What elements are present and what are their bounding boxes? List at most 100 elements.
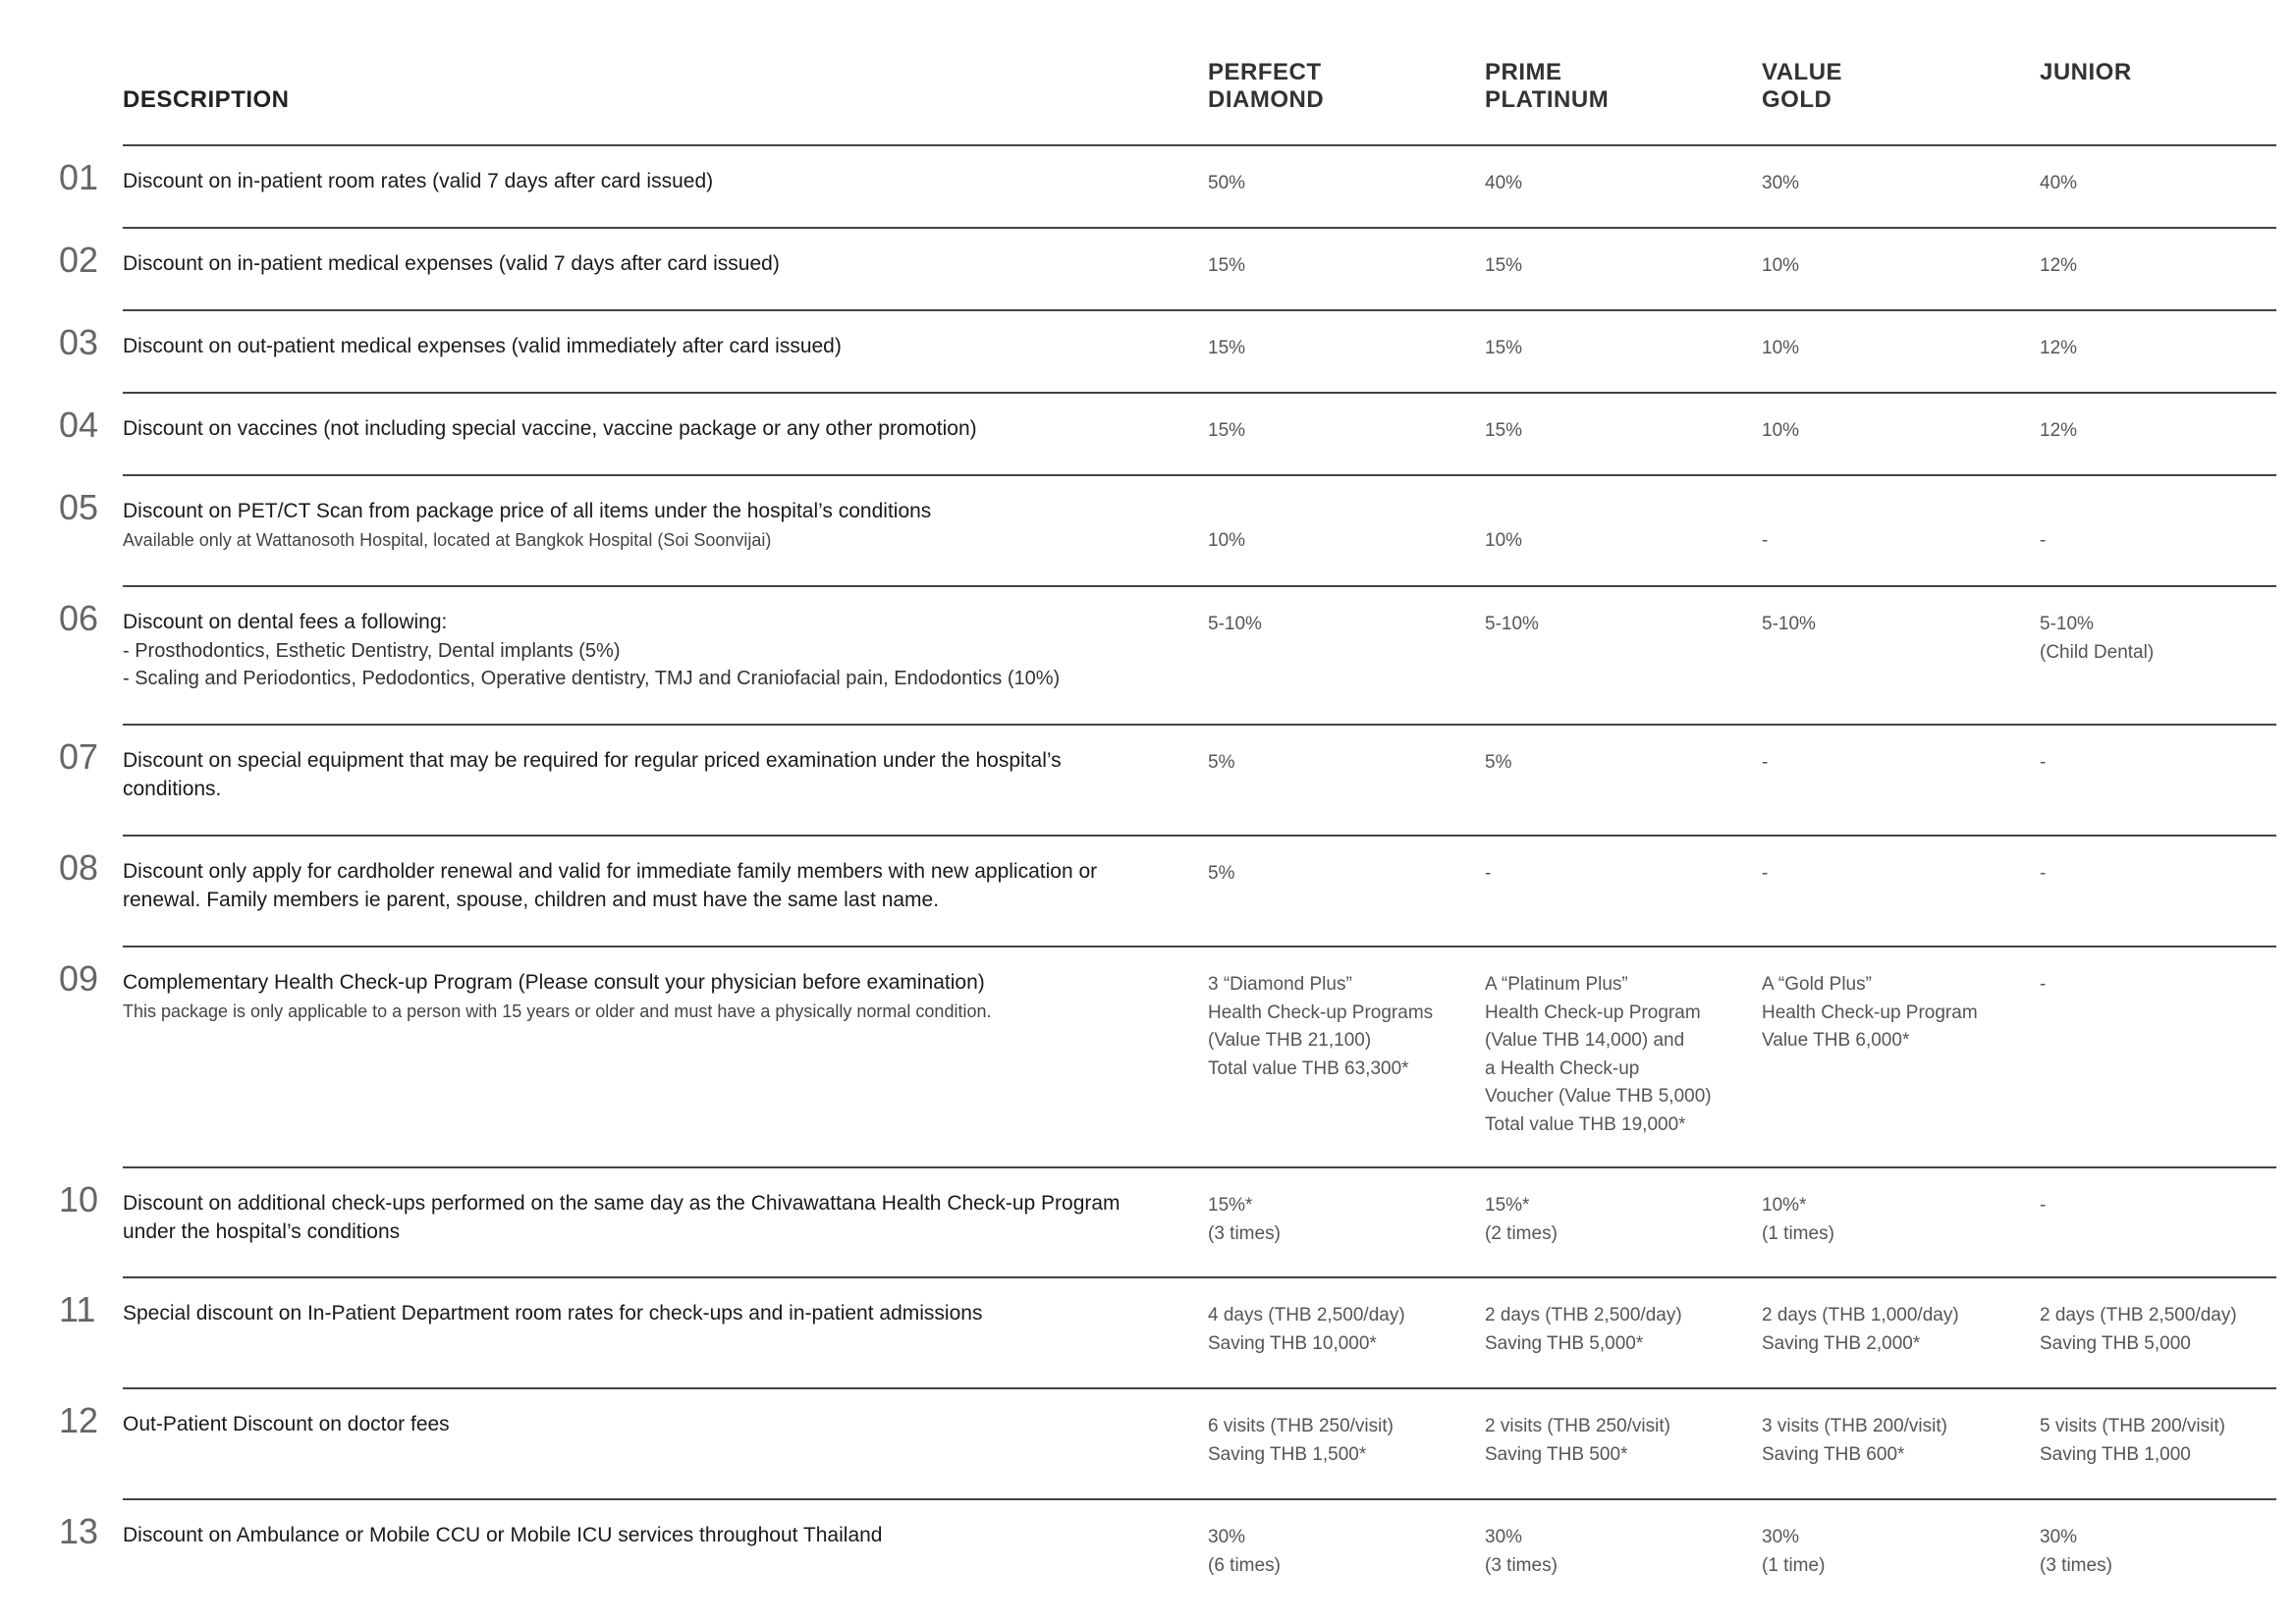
tier-value: -: [1762, 530, 1769, 551]
tier-value: 15%: [1485, 255, 1523, 276]
tier-value: 5-10% (Child Dental): [2040, 614, 2155, 663]
row-title: Discount on in-patient room rates (valid…: [123, 170, 714, 192]
row-description: Discount on Ambulance or Mobile CCU or M…: [123, 1522, 1154, 1550]
tier-value: 15%: [1208, 338, 1246, 358]
tier-value: 10%: [1208, 530, 1246, 551]
row-description: Discount on in-patient medical expenses …: [123, 250, 1154, 279]
row-description: Discount on dental fees a following: - Pr…: [123, 609, 1154, 693]
row-number: 03: [59, 322, 99, 362]
tier-value: 10%: [1485, 530, 1523, 551]
tier-value: -: [2040, 974, 2047, 995]
row-description: Special discount on In-Patient Departmen…: [123, 1300, 1154, 1328]
row-number: 10: [59, 1179, 99, 1219]
row-subtext: This package is only applicable to a per…: [123, 1001, 992, 1021]
tier-header: JUNIOR: [2040, 59, 2132, 86]
tier-value: 15%* (3 times): [1208, 1195, 1281, 1244]
row-number: 06: [59, 598, 99, 638]
tier-value: 40%: [1485, 173, 1523, 193]
row-subtext: - Prosthodontics, Esthetic Dentistry, De…: [123, 639, 1061, 690]
tier-value: 10%: [1762, 338, 1800, 358]
row-description: Discount only apply for cardholder renew…: [123, 858, 1154, 914]
tier-value: 15%: [1208, 255, 1246, 276]
tier-value: 2 visits (THB 250/visit) Saving THB 500*: [1485, 1416, 1670, 1465]
row-divider: [123, 1387, 2276, 1389]
row-title: Discount on dental fees a following:: [123, 611, 448, 633]
tier-header: PRIME PLATINUM: [1485, 59, 1609, 114]
row-title: Discount on in-patient medical expenses …: [123, 252, 780, 275]
row-description: Discount on in-patient room rates (valid…: [123, 168, 1154, 196]
tier-value: -: [2040, 1195, 2047, 1216]
row-title: Discount on PET/CT Scan from package pri…: [123, 500, 932, 522]
row-divider: [123, 946, 2276, 947]
tier-value: 10%: [1762, 420, 1800, 441]
row-description: Out-Patient Discount on doctor fees: [123, 1411, 1154, 1439]
tier-header-line: PLATINUM: [1485, 86, 1610, 113]
row-title: Discount on special equipment that may b…: [123, 749, 1062, 800]
row-divider: [123, 835, 2276, 837]
tier-value: 12%: [2040, 255, 2078, 276]
row-description: Discount on vaccines (not including spec…: [123, 415, 1154, 444]
tier-value: 5-10%: [1208, 614, 1262, 634]
row-number: 01: [59, 157, 99, 197]
tier-header-line: PERFECT: [1208, 59, 1322, 85]
tier-value: 6 visits (THB 250/visit) Saving THB 1,50…: [1208, 1416, 1394, 1465]
row-number: 08: [59, 847, 99, 888]
tier-value: -: [2040, 530, 2047, 551]
tier-value: 5%: [1208, 752, 1235, 773]
row-divider: [123, 227, 2276, 229]
row-number: 04: [59, 405, 99, 445]
tier-value: 3 visits (THB 200/visit) Saving THB 600*: [1762, 1416, 1947, 1465]
row-number: 05: [59, 487, 99, 527]
row-divider: [123, 1498, 2276, 1500]
row-divider: [123, 585, 2276, 587]
tier-value: 30% (3 times): [2040, 1527, 2112, 1576]
row-divider: [123, 1166, 2276, 1168]
tier-value: 4 days (THB 2,500/day) Saving THB 10,000…: [1208, 1305, 1405, 1354]
row-description: Complementary Health Check-up Program (P…: [123, 969, 1154, 1025]
tier-value: 5-10%: [1762, 614, 1816, 634]
tier-value: 15%: [1208, 420, 1246, 441]
tier-value: 40%: [2040, 173, 2078, 193]
tier-value: 3 “Diamond Plus” Health Check-up Program…: [1208, 974, 1434, 1079]
tier-header-line: VALUE: [1762, 59, 1843, 85]
row-title: Discount on additional check-ups perform…: [123, 1192, 1121, 1243]
row-title: Discount on vaccines (not including spec…: [123, 417, 977, 440]
header-description: DESCRIPTION: [123, 86, 290, 113]
tier-value: 2 days (THB 2,500/day) Saving THB 5,000*: [1485, 1305, 1682, 1354]
tier-value: 15%: [1485, 338, 1523, 358]
tier-value: 2 days (THB 1,000/day) Saving THB 2,000*: [1762, 1305, 1959, 1354]
tier-header-line: PRIME: [1485, 59, 1562, 85]
tier-value: 15%* (2 times): [1485, 1195, 1558, 1244]
tier-value: A “Platinum Plus” Health Check-up Progra…: [1485, 974, 1712, 1135]
row-description: Discount on special equipment that may b…: [123, 747, 1154, 803]
row-divider: [123, 309, 2276, 311]
row-subtext: Available only at Wattanosoth Hospital, …: [123, 529, 772, 550]
row-divider: [123, 474, 2276, 476]
tier-header: VALUE GOLD: [1762, 59, 1842, 114]
row-number: 09: [59, 958, 99, 999]
tier-value: 15%: [1485, 420, 1523, 441]
row-title: Discount on Ambulance or Mobile CCU or M…: [123, 1524, 883, 1546]
tier-value: 5%: [1208, 863, 1235, 884]
tier-value: -: [2040, 752, 2047, 773]
row-number: 07: [59, 736, 99, 777]
tier-value: 12%: [2040, 338, 2078, 358]
tier-value: 12%: [2040, 420, 2078, 441]
tier-value: -: [1762, 752, 1769, 773]
row-title: Discount on out-patient medical expenses…: [123, 335, 842, 357]
tier-value: 50%: [1208, 173, 1246, 193]
row-number: 13: [59, 1511, 99, 1551]
tier-header-line: DIAMOND: [1208, 86, 1325, 113]
row-number: 02: [59, 240, 99, 280]
row-divider: [123, 392, 2276, 394]
row-divider: [123, 1276, 2276, 1278]
tier-value: 5 visits (THB 200/visit) Saving THB 1,00…: [2040, 1416, 2225, 1465]
row-divider: [123, 144, 2276, 146]
row-description: Discount on PET/CT Scan from package pri…: [123, 498, 1154, 554]
tier-value: 30%: [1762, 173, 1800, 193]
tier-value: 5%: [1485, 752, 1512, 773]
row-description: Discount on additional check-ups perform…: [123, 1190, 1154, 1246]
tier-header: PERFECT DIAMOND: [1208, 59, 1324, 114]
tier-header-line: JUNIOR: [2040, 59, 2132, 85]
tier-value: 5-10%: [1485, 614, 1539, 634]
